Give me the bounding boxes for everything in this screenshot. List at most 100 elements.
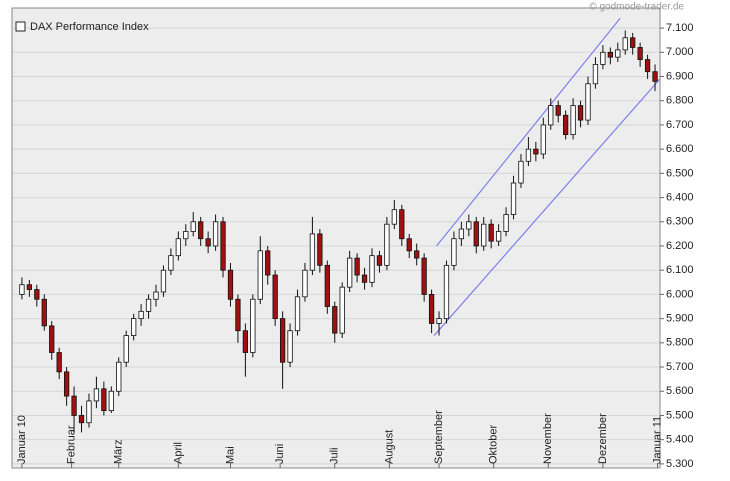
y-tick-label: 5.900 — [666, 313, 694, 325]
y-tick-label: 7.000 — [666, 46, 694, 58]
candle-body — [131, 318, 137, 336]
candle-body — [443, 264, 450, 320]
candle-body — [86, 400, 92, 424]
candle-body — [279, 318, 286, 363]
candle-body — [503, 214, 509, 232]
x-tick-label: April — [172, 442, 184, 464]
candle-body — [153, 291, 159, 300]
candle-body — [34, 289, 40, 300]
candle-body — [652, 71, 658, 82]
trend-line — [433, 77, 660, 336]
x-tick-label: Januar 11 — [651, 416, 663, 464]
x-tick-label: Januar 10 — [16, 415, 28, 464]
candle-body — [414, 250, 420, 259]
axes: 5.300 5.400 5.500 5.600 5.700 5.800 5.900 6.000… — [16, 22, 694, 470]
y-tick-label: 6.800 — [666, 95, 694, 107]
candle-body — [108, 390, 114, 412]
candle-body — [116, 361, 122, 392]
y-tick-label: 6.400 — [666, 191, 694, 203]
candle-body — [577, 105, 584, 121]
candle-body — [570, 105, 576, 136]
x-tick-label: März — [113, 440, 125, 464]
candle-body — [71, 395, 77, 416]
candle-body — [123, 335, 129, 363]
candle-body — [198, 221, 204, 240]
candle-body — [600, 51, 606, 65]
candle-body — [145, 298, 152, 312]
y-tick-label: 6.900 — [666, 70, 694, 82]
candle-body — [26, 284, 33, 290]
candle-body — [376, 255, 383, 266]
candle-body — [93, 388, 100, 402]
candle-body — [510, 182, 517, 215]
candle-body — [212, 221, 219, 247]
y-tick-label: 6.600 — [666, 143, 694, 155]
y-tick-label: 6.100 — [666, 264, 694, 276]
candle-body — [324, 264, 330, 307]
candle-body — [250, 298, 256, 353]
x-tick-label: August — [383, 430, 395, 464]
legend-label: DAX Performance Index — [30, 21, 149, 33]
x-tick-label: September — [433, 410, 445, 464]
x-tick-label: Mai — [224, 446, 236, 464]
candle-body — [473, 221, 479, 247]
candle-body — [458, 228, 465, 240]
y-tick-label: 6.500 — [666, 167, 694, 179]
y-tick-label: 5.800 — [666, 337, 694, 349]
candle-body — [451, 238, 457, 266]
source-credit: © godmode-trader.de — [589, 2, 684, 13]
y-tick-label: 5.400 — [666, 434, 694, 446]
candle-body — [49, 325, 55, 353]
candle-body — [548, 105, 554, 126]
candle-body — [339, 286, 345, 334]
y-tick-label: 5.500 — [666, 409, 694, 421]
candle-body — [227, 269, 234, 300]
candle-body — [257, 250, 263, 300]
candle-body — [607, 51, 613, 58]
x-tick-label: November — [542, 413, 554, 464]
candle-body — [361, 274, 368, 283]
candle-body — [488, 223, 494, 242]
candle-body — [644, 59, 651, 73]
candle-body — [525, 148, 532, 162]
candle-body — [220, 221, 226, 271]
candle-body — [272, 274, 278, 320]
candle-body — [287, 330, 293, 363]
x-tick-label: Juni — [274, 444, 286, 464]
x-tick-label: Dezember — [597, 413, 609, 464]
candle-body — [421, 257, 427, 295]
plot-area — [19, 17, 660, 433]
trend-line — [436, 17, 621, 247]
candle-body — [563, 114, 569, 136]
candle-body — [302, 269, 308, 298]
legend-swatch — [15, 21, 26, 32]
candle-body — [518, 160, 524, 184]
candle-body — [428, 294, 435, 324]
candle-body — [615, 49, 621, 58]
candle-body — [309, 233, 316, 271]
candle-body — [495, 231, 502, 242]
candle-body — [354, 257, 360, 276]
candle-body — [242, 330, 249, 353]
candle-body — [585, 83, 591, 121]
candle-body — [317, 233, 323, 266]
grid — [12, 27, 660, 465]
candle-body — [19, 284, 25, 295]
y-tick-label: 6.000 — [666, 288, 694, 300]
candle-body — [160, 269, 167, 293]
candle-body — [235, 298, 241, 332]
candle-body — [56, 352, 62, 373]
candle-body — [183, 231, 189, 240]
x-tick-label: Juli — [329, 447, 341, 464]
candle-body — [436, 318, 442, 324]
candle-body — [138, 310, 144, 320]
candle-body — [540, 124, 546, 155]
candle-body — [205, 238, 211, 247]
candle-body — [63, 371, 70, 397]
candle-body — [637, 47, 643, 60]
candle-body — [101, 388, 107, 412]
candle-body — [294, 296, 301, 332]
candle-body — [78, 415, 85, 424]
candle-body — [622, 37, 628, 51]
